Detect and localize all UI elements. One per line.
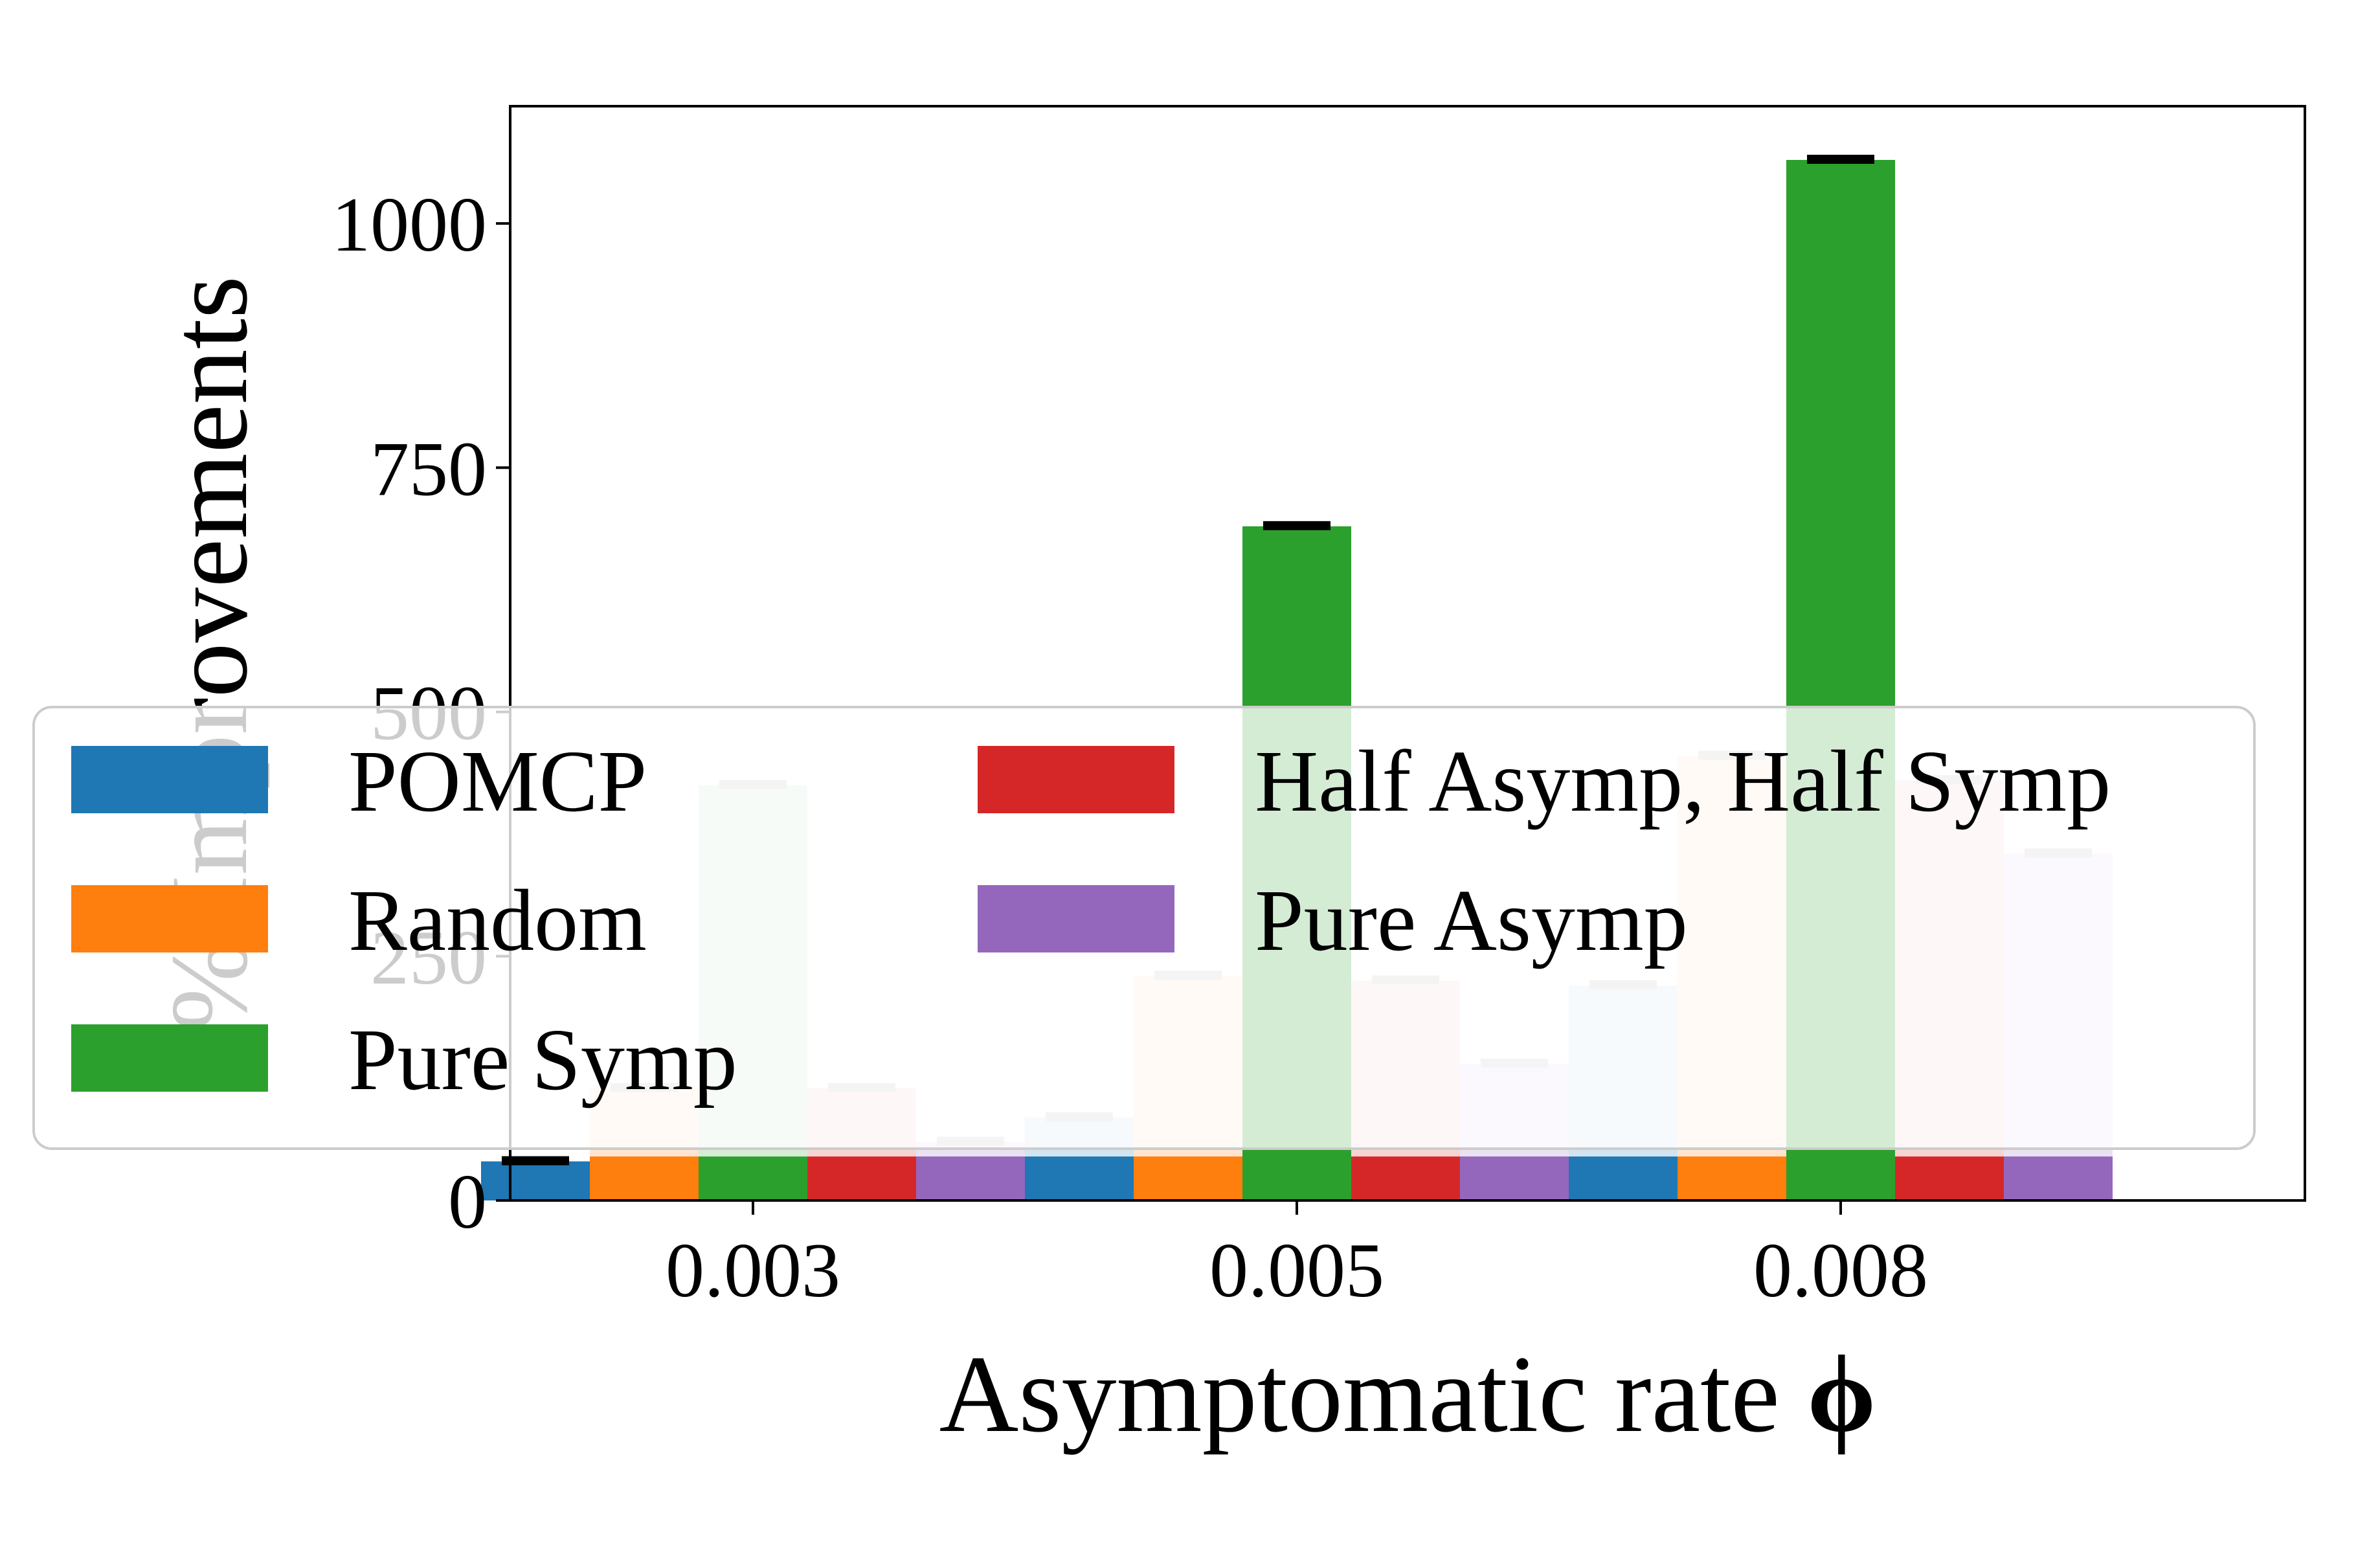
bar-base-pure-asymp-0.008	[2004, 1156, 2113, 1200]
error-cap-pure-symp-0.005	[1263, 521, 1330, 530]
legend-swatch	[71, 1024, 268, 1092]
solid-bars	[481, 1156, 2113, 1200]
bar-base-pure-symp-0.008	[1786, 1156, 1895, 1200]
bar-base-pure-asymp-0.005	[1460, 1156, 1569, 1200]
y-tick-label: 750	[370, 425, 487, 512]
y-tick-label: 0	[448, 1158, 487, 1244]
bar-base-pomcp-0.005	[1025, 1156, 1134, 1200]
legend-swatch	[978, 885, 1174, 952]
error-cap-pomcp-0.003	[502, 1156, 569, 1166]
x-axis-phi-symbol: ϕ	[1807, 1333, 1876, 1455]
x-axis-ticks: 0.003 0.005 0.008	[666, 1200, 1928, 1313]
x-tick-label: 0.005	[1209, 1227, 1384, 1313]
legend-label: POMCP	[348, 733, 647, 830]
legend-label: Random	[348, 872, 647, 969]
bar-base-pure-symp-0.005	[1242, 1156, 1351, 1200]
bar-base-random-0.008	[1678, 1156, 1786, 1200]
x-tick-label: 0.008	[1753, 1227, 1928, 1313]
legend-swatch	[71, 746, 268, 813]
x-axis-title: Asymptomatic rate ϕ	[939, 1333, 1876, 1455]
plot-frame	[509, 105, 2306, 1202]
x-axis-title-text: Asymptomatic rate	[939, 1333, 1780, 1455]
bar-base-pomcp-0.008	[1569, 1156, 1678, 1200]
bar-base-half-asymp-half-symp-0.005	[1351, 1156, 1460, 1200]
legend-swatch	[978, 746, 1174, 813]
legend-label: Half Asymp, Half Symp	[1255, 733, 2111, 830]
bar-base-pure-asymp-0.003	[916, 1156, 1025, 1200]
y-tick-label: 1000	[331, 181, 487, 267]
bar-base-pomcp-0.003	[481, 1161, 590, 1200]
legend-label: Pure Symp	[348, 1011, 737, 1109]
bar-base-half-asymp-half-symp-0.008	[1895, 1156, 2004, 1200]
bar-base-half-asymp-half-symp-0.003	[807, 1156, 916, 1200]
legend: POMCP Random Pure Symp Half Asymp, Half Sym…	[32, 706, 2256, 1150]
bar-base-pure-symp-0.003	[699, 1156, 807, 1200]
legend-label: Pure Asymp	[1255, 872, 1688, 969]
legend-swatch	[71, 885, 268, 952]
x-tick-label: 0.003	[666, 1227, 840, 1313]
error-cap-pure-symp-0.008	[1807, 154, 1874, 164]
bar-base-random-0.005	[1134, 1156, 1242, 1200]
bar-base-random-0.003	[590, 1156, 699, 1200]
